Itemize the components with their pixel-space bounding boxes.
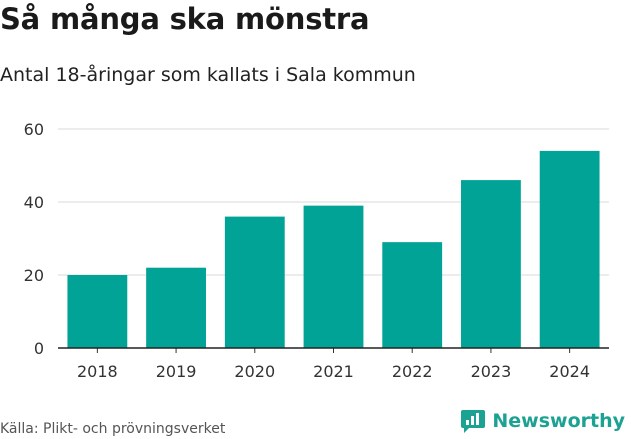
bar-2023 <box>461 180 521 348</box>
y-tick-label: 40 <box>24 193 44 212</box>
brand-name: Newsworthy <box>492 410 625 432</box>
y-tick-label: 60 <box>24 120 44 139</box>
bar-2021 <box>303 205 364 348</box>
bar-chart: 0 20 40 60 2018 2019 2020 2021 2022 2023 2024 <box>24 120 609 381</box>
x-tick-label: 2022 <box>392 362 433 381</box>
bar-2018 <box>67 275 128 348</box>
x-tick-label: 2018 <box>77 362 118 381</box>
brand-logo: Newsworthy <box>460 408 625 434</box>
x-tick-label: 2021 <box>313 362 354 381</box>
bar-2024 <box>539 150 600 348</box>
source-note: Källa: Plikt- och prövningsverket <box>0 421 226 437</box>
chart-subtitle: Antal 18-åringar som kallats i Sala komm… <box>0 64 416 86</box>
y-axis-ticks: 0 20 40 60 <box>24 120 44 358</box>
bar-2022 <box>382 242 443 348</box>
y-tick-label: 20 <box>24 266 44 285</box>
y-tick-label: 0 <box>34 339 44 358</box>
bar-2019 <box>146 267 206 348</box>
bar-2020 <box>224 216 285 348</box>
x-tick-label: 2019 <box>156 362 197 381</box>
x-tick-label: 2023 <box>471 362 512 381</box>
x-tick-label: 2024 <box>549 362 590 381</box>
bars <box>67 150 600 348</box>
x-axis-ticks: 2018 2019 2020 2021 2022 2023 2024 <box>77 348 590 381</box>
x-tick-label: 2020 <box>234 362 275 381</box>
chart-title: Så många ska mönstra <box>0 2 370 36</box>
newsworthy-logo-icon <box>461 410 486 433</box>
